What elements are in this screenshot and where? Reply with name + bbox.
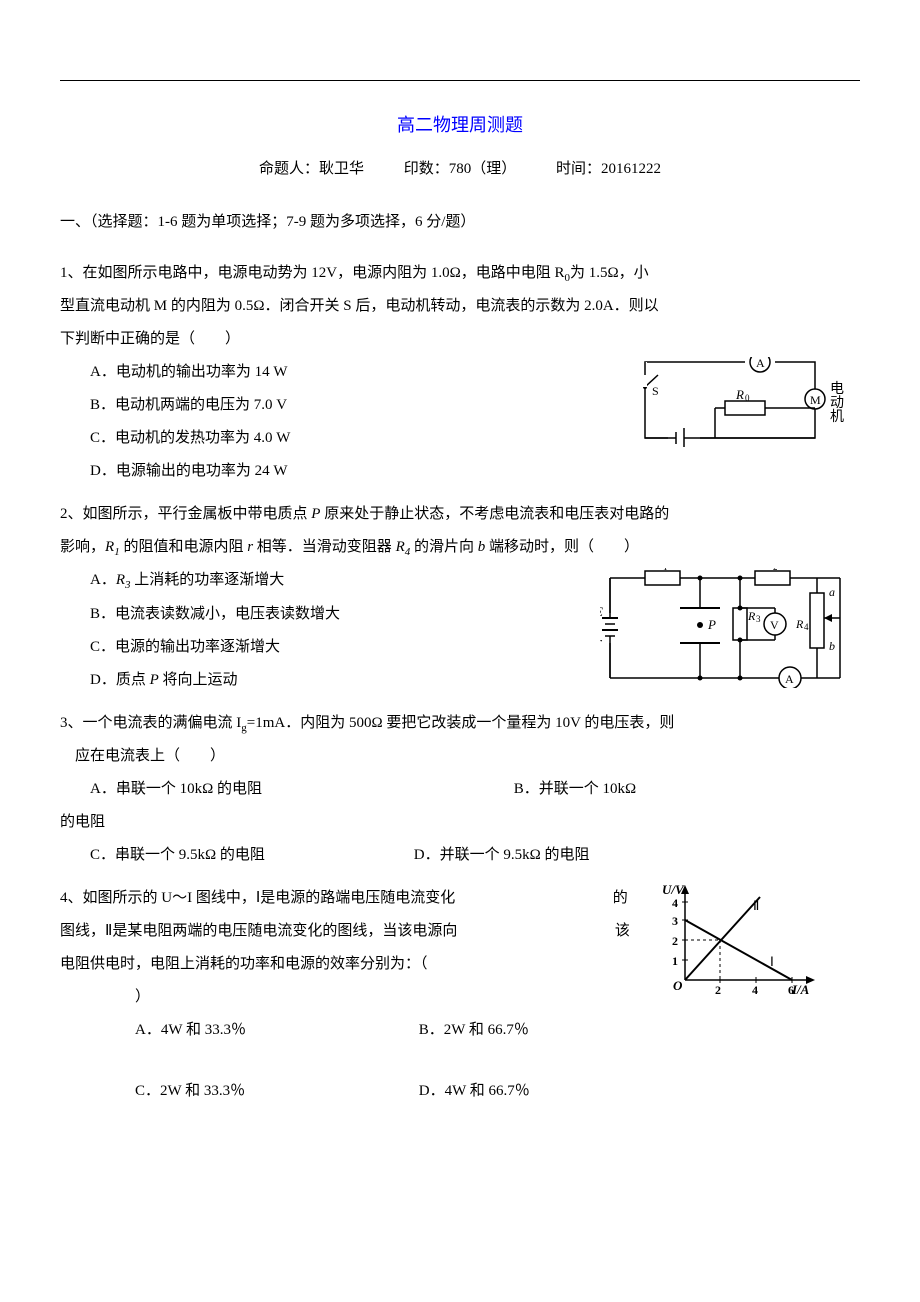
label-A: A bbox=[756, 357, 765, 370]
q2-s2b: 的阻值和电源内阻 bbox=[120, 539, 248, 555]
motor-cn-2: 动 bbox=[830, 395, 844, 411]
q4-optC: C．2W 和 33.3％ bbox=[135, 1075, 415, 1108]
label-M: M bbox=[810, 393, 821, 407]
ytick-2: 2 bbox=[672, 934, 678, 948]
q4-s2: 图线，Ⅱ是某电阻两端的电压随电流变化的图线，当该电源向 bbox=[60, 923, 457, 939]
q1-stem-line1: 1、在如图所示电路中，电源电动势为 12V，电源内阻为 1.0Ω，电路中电阻 R… bbox=[60, 257, 860, 290]
label-R0-sub: 0 bbox=[745, 393, 750, 403]
q2-figure: R 1 R 2 E r bbox=[600, 568, 850, 701]
q2-optA-post: 上消耗的功率逐渐增大 bbox=[131, 572, 285, 588]
q4-optD: D．4W 和 66.7％ bbox=[419, 1075, 530, 1108]
q3-s1b: =1mA．内阻为 500Ω 要把它改装成一个量程为 10V 的电压表，则 bbox=[247, 715, 675, 731]
q2-fig-R3: R bbox=[747, 609, 756, 623]
q2-fig-s3: 3 bbox=[756, 614, 761, 624]
q2-optD-P: P bbox=[150, 672, 159, 688]
q4-s1t: 的 bbox=[613, 890, 628, 906]
q3-stem-line1: 3、一个电流表的满偏电流 Ig=1mA．内阻为 500Ω 要把它改装成一个量程为… bbox=[60, 707, 860, 740]
q4-figure: U/V I/A O 1 2 3 4 2 4 6 bbox=[660, 880, 820, 1013]
q2-s2d: 的滑片向 bbox=[410, 539, 478, 555]
q2-fig-R2: R bbox=[764, 568, 773, 571]
ytick-3: 3 bbox=[672, 914, 678, 928]
q1-stem-part: 1、在如图所示电路中，电源电动势为 12V，电源内阻为 1.0Ω，电路中电阻 R bbox=[60, 265, 565, 281]
q2-fig-A: A bbox=[785, 672, 794, 686]
section-head: 一、（选择题：1-6 题为单项选择；7-9 题为多项选择，6 分/题） bbox=[60, 206, 860, 239]
ytick-4: 4 bbox=[672, 896, 678, 910]
label-II: Ⅱ bbox=[753, 898, 759, 913]
q4-s2t: 该 bbox=[615, 923, 630, 939]
q3-optD: D．并联一个 9.5kΩ 的电阻 bbox=[414, 839, 590, 872]
q2-fig-b: b bbox=[829, 639, 835, 653]
q2-fig-r: r bbox=[600, 634, 603, 649]
q2-s1b: 原来处于静止状态，不考虑电流表和电压表对电路的 bbox=[320, 506, 669, 522]
page-title: 高二物理周测题 bbox=[60, 111, 860, 137]
q3-optC: C．串联一个 9.5kΩ 的电阻 bbox=[90, 839, 410, 872]
q2-fig-P: P bbox=[707, 617, 716, 632]
page: 高二物理周测题 命题人：耿卫华 印数：780（理） 时间：20161222 一、… bbox=[0, 0, 920, 1178]
time-label: 时间：20161222 bbox=[556, 161, 661, 177]
origin-O: O bbox=[673, 978, 683, 993]
question-3: 3、一个电流表的满偏电流 Ig=1mA．内阻为 500Ω 要把它改装成一个量程为… bbox=[60, 707, 860, 872]
meta-line: 命题人：耿卫华 印数：780（理） 时间：20161222 bbox=[60, 157, 860, 178]
q1-stem-line2: 型直流电动机 M 的内阻为 0.5Ω．闭合开关 S 后，电动机转动，电流表的示数… bbox=[60, 290, 860, 323]
label-I: Ⅰ bbox=[770, 954, 774, 969]
q3-optB-tail: 的电阻 bbox=[60, 806, 860, 839]
q2-optA-R: R bbox=[116, 572, 125, 588]
q3-options-row1: A．串联一个 10kΩ 的电阻 B．并联一个 10kΩ bbox=[60, 773, 860, 806]
q2-stem-line2: 影响，R1 的阻值和电源内阻 r 相等．当滑动变阻器 R4 的滑片向 b 端移动… bbox=[60, 531, 860, 564]
question-4: U/V I/A O 1 2 3 4 2 4 6 bbox=[60, 882, 860, 1108]
q4-s1: 4、如图所示的 U～I 图线中，Ⅰ是电源的路端电压随电流变化 bbox=[60, 890, 455, 906]
q3-stem-line2: 应在电流表上（ ） bbox=[60, 740, 860, 773]
question-2: 2、如图所示，平行金属板中带电质点 P 原来处于静止状态，不考虑电流表和电压表对… bbox=[60, 498, 860, 696]
xtick-2: 2 bbox=[715, 983, 721, 997]
motor-cn-1: 电 bbox=[830, 381, 844, 397]
q2-fig-R1: R bbox=[654, 568, 663, 571]
q2-s2e: 端移动时，则（ ） bbox=[485, 539, 639, 555]
question-1: 1、在如图所示电路中，电源电动势为 12V，电源内阻为 1.0Ω，电路中电阻 R… bbox=[60, 257, 860, 488]
xtick-6: 6 bbox=[788, 983, 794, 997]
q2-fig-s4: 4 bbox=[804, 622, 809, 632]
print-label: 印数：780（理） bbox=[404, 161, 517, 177]
q2-s2a: 影响， bbox=[60, 539, 105, 555]
q4-options-row2: C．2W 和 33.3％ D．4W 和 66.7％ bbox=[60, 1075, 860, 1108]
q3-optB: B．并联一个 10kΩ bbox=[514, 773, 636, 806]
q4-optA: A．4W 和 33.3％ bbox=[135, 1014, 415, 1047]
xtick-4: 4 bbox=[752, 983, 758, 997]
ylabel: U/V bbox=[662, 882, 685, 897]
ui-graph: U/V I/A O 1 2 3 4 2 4 6 bbox=[660, 880, 820, 1000]
q2-optD-pre: D．质点 bbox=[90, 672, 150, 688]
q2-stem-line1: 2、如图所示，平行金属板中带电质点 P 原来处于静止状态，不考虑电流表和电压表对… bbox=[60, 498, 860, 531]
q2-R4: R bbox=[396, 539, 405, 555]
motor-cn-3: 机 bbox=[830, 409, 844, 425]
q2-fig-s2: 2 bbox=[773, 568, 778, 572]
q1-optD: D．电源输出的电功率为 24 W bbox=[90, 455, 860, 488]
q4-options-row1: A．4W 和 33.3％ B．2W 和 66.7％ bbox=[60, 1014, 860, 1047]
q2-s2c: 相等．当滑动变阻器 bbox=[253, 539, 396, 555]
q2-s1a: 2、如图所示，平行金属板中带电质点 bbox=[60, 506, 311, 522]
q2-fig-R4: R bbox=[795, 617, 804, 631]
q3-optA: A．串联一个 10kΩ 的电阻 bbox=[90, 773, 510, 806]
q2-fig-V: V bbox=[770, 618, 779, 632]
q2-fig-a: a bbox=[829, 585, 835, 599]
ytick-1: 1 bbox=[672, 954, 678, 968]
q2-optA-pre: A． bbox=[90, 572, 116, 588]
circuit-diagram-2: R 1 R 2 E r bbox=[600, 568, 850, 688]
label-S: S bbox=[652, 384, 659, 398]
circuit-diagram-1: S A M R 0 bbox=[640, 357, 850, 447]
label-R0: R bbox=[735, 387, 744, 402]
q1-stem-part2: 为 1.5Ω，小 bbox=[570, 265, 649, 281]
q3-options-row2: C．串联一个 9.5kΩ 的电阻 D．并联一个 9.5kΩ 的电阻 bbox=[60, 839, 860, 872]
author-label: 命题人：耿卫华 bbox=[259, 161, 364, 177]
top-rule bbox=[60, 80, 860, 81]
q1-figure: S A M R 0 bbox=[640, 357, 850, 460]
q1-stem-line3: 下判断中正确的是（ ） bbox=[60, 323, 860, 356]
q2-R1: R bbox=[105, 539, 114, 555]
q2-fig-s1: 1 bbox=[663, 568, 668, 572]
q4-optB: B．2W 和 66.7％ bbox=[419, 1014, 529, 1047]
q2-optD-post: 将向上运动 bbox=[159, 672, 238, 688]
q3-s1a: 3、一个电流表的满偏电流 I bbox=[60, 715, 241, 731]
q2-fig-E: E bbox=[600, 604, 603, 619]
